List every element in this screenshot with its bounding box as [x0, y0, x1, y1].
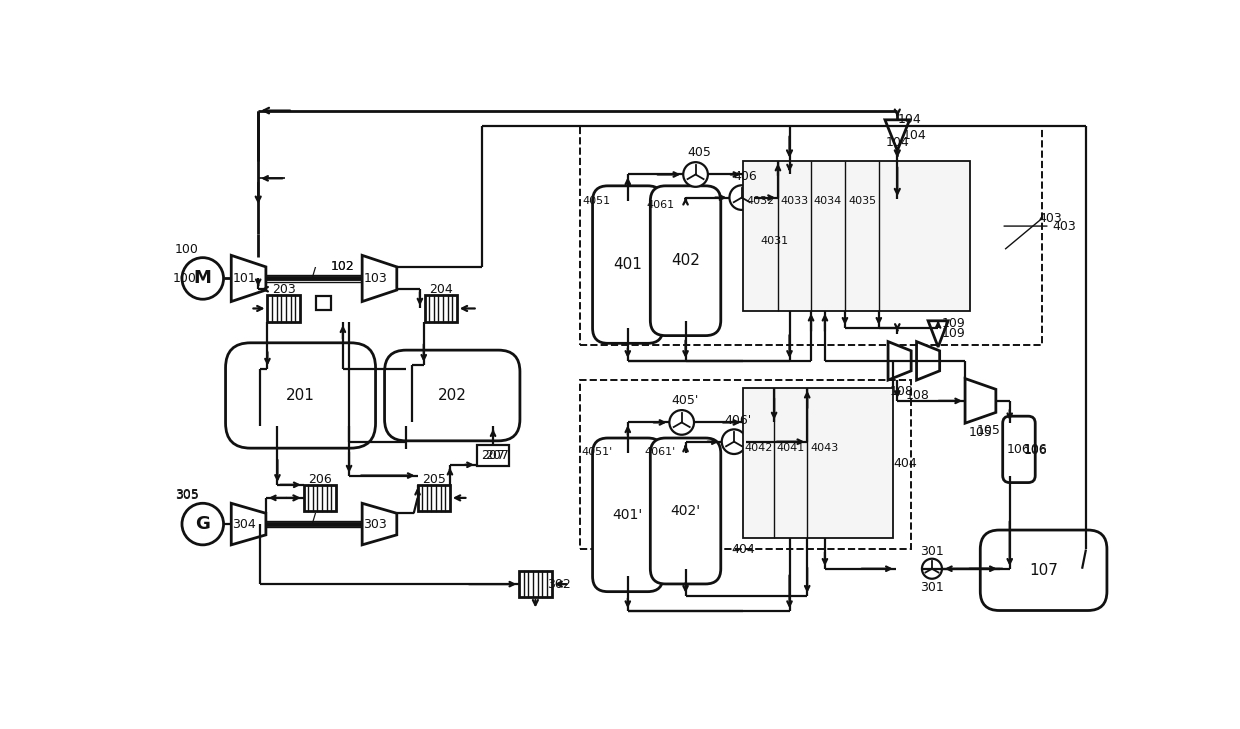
Text: 104: 104 [898, 113, 921, 126]
Polygon shape [885, 120, 910, 151]
Text: 4035: 4035 [848, 196, 877, 206]
Text: 4031: 4031 [760, 236, 789, 246]
Circle shape [729, 185, 754, 210]
Text: 102: 102 [331, 260, 355, 273]
Circle shape [722, 429, 746, 454]
Text: 4033: 4033 [780, 196, 808, 206]
Text: 108: 108 [889, 385, 913, 398]
Circle shape [670, 410, 694, 434]
Text: 403: 403 [1038, 212, 1061, 225]
Polygon shape [231, 503, 265, 545]
Circle shape [683, 162, 708, 187]
Text: 4061': 4061' [645, 447, 676, 456]
Text: 106: 106 [1007, 443, 1030, 456]
Text: 401: 401 [614, 257, 642, 272]
Text: 4041: 4041 [777, 443, 805, 453]
Text: 108: 108 [906, 389, 930, 402]
Polygon shape [928, 321, 949, 347]
Circle shape [921, 558, 942, 579]
Text: 4051': 4051' [582, 448, 613, 458]
Polygon shape [362, 255, 397, 302]
Text: 401': 401' [613, 508, 642, 522]
Text: 203: 203 [272, 284, 295, 297]
Text: M: M [193, 270, 212, 287]
Text: 100: 100 [174, 272, 197, 285]
Text: 406': 406' [724, 413, 751, 426]
FancyBboxPatch shape [384, 350, 520, 441]
Bar [304, 485, 336, 511]
Text: 403: 403 [1053, 219, 1076, 233]
Text: 206: 206 [308, 473, 331, 486]
Text: 305: 305 [175, 489, 198, 502]
Text: 301: 301 [920, 545, 944, 558]
Text: 303: 303 [363, 518, 387, 531]
Polygon shape [916, 342, 940, 380]
Text: 4043: 4043 [811, 443, 839, 453]
FancyBboxPatch shape [1003, 416, 1035, 483]
FancyBboxPatch shape [650, 186, 720, 335]
Text: 109: 109 [941, 316, 966, 330]
Text: 105: 105 [968, 426, 992, 439]
Text: 302: 302 [547, 577, 570, 590]
Text: 405': 405' [672, 394, 699, 408]
Text: 301: 301 [920, 582, 944, 594]
Text: 4034: 4034 [813, 196, 842, 206]
Text: 107: 107 [1029, 563, 1058, 578]
Text: 406: 406 [734, 170, 758, 182]
Bar [580, 126, 1042, 346]
FancyBboxPatch shape [981, 530, 1107, 610]
Bar [743, 388, 894, 538]
Bar [743, 160, 971, 311]
Text: 101: 101 [232, 272, 257, 285]
Text: 205: 205 [422, 473, 445, 486]
Text: 100: 100 [175, 243, 198, 256]
Text: 402': 402' [671, 504, 701, 518]
Bar [520, 571, 552, 597]
Circle shape [182, 257, 223, 299]
Text: 404: 404 [732, 543, 755, 556]
Text: 4061: 4061 [646, 200, 675, 209]
Text: 105: 105 [976, 424, 1001, 437]
Text: 204: 204 [429, 284, 453, 297]
Text: 305: 305 [175, 488, 198, 501]
FancyBboxPatch shape [593, 438, 663, 592]
Polygon shape [888, 342, 911, 380]
Text: 402: 402 [671, 253, 701, 268]
Text: 104: 104 [885, 136, 909, 149]
Text: 102: 102 [331, 260, 355, 273]
Text: 106: 106 [1024, 443, 1048, 456]
Text: 304: 304 [232, 518, 257, 531]
Text: 104: 104 [903, 129, 926, 141]
FancyBboxPatch shape [593, 186, 663, 343]
Text: 106: 106 [1024, 445, 1048, 457]
Text: 207: 207 [481, 449, 505, 462]
Text: 404: 404 [893, 457, 916, 469]
Bar [316, 296, 331, 310]
Polygon shape [965, 378, 996, 424]
FancyBboxPatch shape [226, 343, 376, 448]
Polygon shape [362, 503, 397, 545]
Bar [477, 445, 510, 467]
FancyBboxPatch shape [650, 438, 720, 584]
Bar [268, 295, 300, 321]
Text: 207: 207 [485, 449, 508, 462]
Text: G: G [196, 515, 211, 533]
Bar [580, 380, 911, 550]
Text: /: / [311, 512, 316, 528]
Bar [418, 485, 450, 511]
Text: 4032: 4032 [746, 196, 774, 206]
Polygon shape [231, 255, 265, 302]
Text: 109: 109 [941, 327, 966, 340]
Circle shape [182, 503, 223, 545]
Text: 103: 103 [363, 272, 387, 285]
Bar [424, 295, 456, 321]
Text: 4051: 4051 [583, 196, 611, 206]
Text: 202: 202 [438, 388, 466, 403]
Text: 405: 405 [687, 147, 712, 160]
Text: 4042: 4042 [744, 443, 773, 453]
Text: /: / [311, 267, 316, 282]
Text: 201: 201 [286, 388, 315, 403]
